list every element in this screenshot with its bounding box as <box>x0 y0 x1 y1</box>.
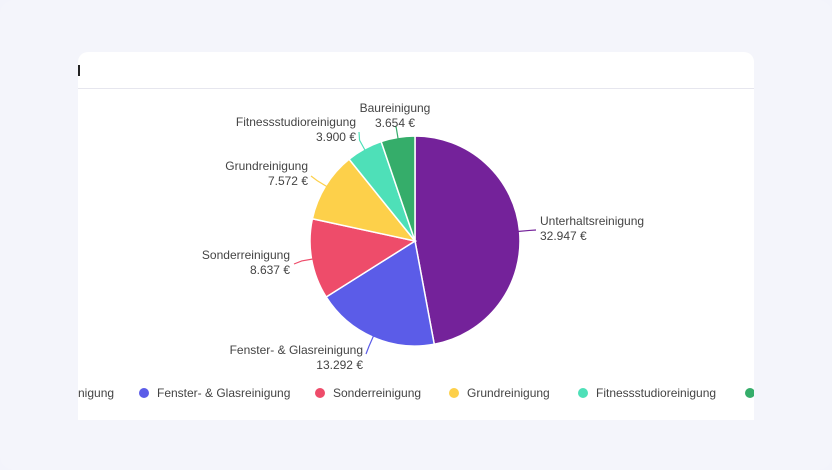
legend-item[interactable]: Sonderreinigung <box>315 386 421 400</box>
legend-item[interactable]: nigung <box>78 386 114 400</box>
slice-name-label: Sonderreinigung <box>202 248 290 262</box>
legend-swatch <box>315 388 325 398</box>
legend-swatch <box>449 388 459 398</box>
legend-label: nigung <box>78 386 114 400</box>
slice-name-label: Baureinigung <box>360 101 431 115</box>
slice-value-label: 3.900 € <box>316 130 356 144</box>
slice-value-label: 8.637 € <box>250 263 290 277</box>
leader-line <box>293 258 314 265</box>
slice-name-label: Fenster- & Glasreinigung <box>230 343 363 357</box>
legend-item[interactable] <box>745 388 754 398</box>
legend-item[interactable]: Fenster- & Glasreinigung <box>139 386 290 400</box>
pie-slices <box>309 135 521 347</box>
leader-line <box>358 131 366 152</box>
slice-value-label: 32.947 € <box>540 229 587 243</box>
slice-name-label: Unterhaltsreinigung <box>540 214 644 228</box>
chart-card: Unterhaltsreinigung 32.947 € Fenster- & Gl… <box>78 52 754 420</box>
header-cursor-mark <box>78 65 80 76</box>
legend-label: Fenster- & Glasreinigung <box>157 386 290 400</box>
slice-value-label: 7.572 € <box>268 174 308 188</box>
legend-label: Sonderreinigung <box>333 386 421 400</box>
slice-name-label: Grundreinigung <box>225 159 308 173</box>
slice-name-label: Fitnessstudioreinigung <box>236 115 356 129</box>
slice-value-label: 13.292 € <box>316 358 363 372</box>
card-header <box>78 52 754 89</box>
legend-label: Fitnessstudioreinigung <box>596 386 716 400</box>
slice-value-label: 3.654 € <box>375 116 415 130</box>
legend-item[interactable]: Grundreinigung <box>449 386 550 400</box>
leader-line <box>365 335 375 355</box>
leader-line <box>310 175 328 188</box>
legend-item[interactable]: Fitnessstudioreinigung <box>578 386 716 400</box>
chart-legend: nigung Fenster- & Glasreinigung Sonderrein… <box>78 386 754 400</box>
legend-swatch <box>139 388 149 398</box>
legend-label: Grundreinigung <box>467 386 550 400</box>
legend-swatch <box>745 388 754 398</box>
pie-slice-unterhaltsreinigung[interactable] <box>414 135 521 346</box>
leader-line <box>517 229 537 233</box>
leader-line <box>394 125 399 140</box>
legend-swatch <box>578 388 588 398</box>
